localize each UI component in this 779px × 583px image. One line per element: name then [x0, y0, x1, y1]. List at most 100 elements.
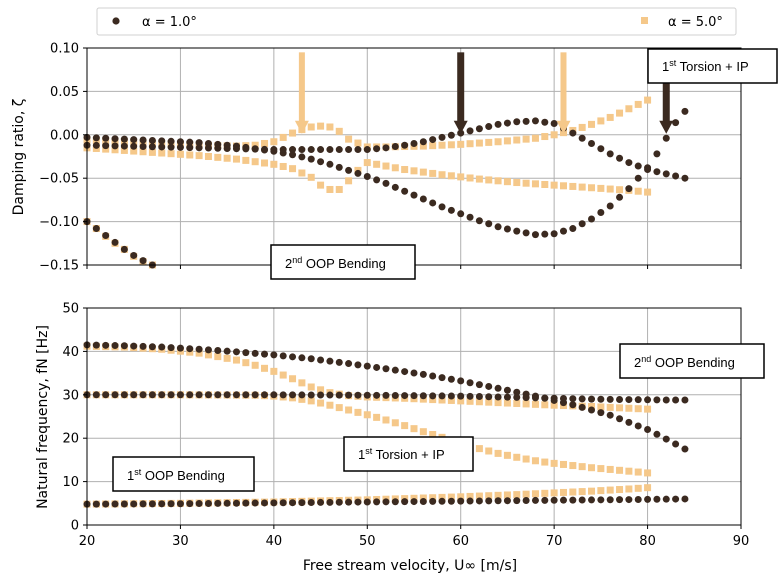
frequency-point-alpha-1 — [578, 395, 586, 403]
damping-point-alpha-1 — [167, 137, 175, 145]
damping-point-alpha-5 — [373, 160, 381, 168]
frequency-point-alpha-5 — [485, 492, 493, 500]
frequency-point-alpha-5 — [429, 431, 437, 439]
damping-point-alpha-1 — [438, 133, 446, 141]
damping-point-alpha-1 — [644, 166, 652, 174]
frequency-point-alpha-1 — [176, 344, 184, 352]
damping-point-alpha-5 — [569, 182, 577, 190]
damping-point-alpha-1 — [485, 220, 493, 228]
annotation-bottom-first-oop-rest: OOP Bending — [141, 468, 225, 483]
frequency-point-alpha-1 — [120, 342, 128, 350]
damping-point-alpha-1 — [382, 179, 390, 187]
damping-point-alpha-1 — [242, 145, 250, 153]
annotation-bottom-second-oop-text: 2nd OOP Bending — [634, 354, 735, 370]
damping-point-alpha-1 — [513, 118, 521, 126]
frequency-point-alpha-5 — [578, 463, 586, 471]
damping-point-alpha-1 — [354, 169, 362, 177]
damping-point-alpha-1 — [578, 220, 586, 228]
damping-point-alpha-5 — [475, 175, 483, 183]
frequency-point-alpha-1 — [186, 500, 194, 508]
frequency-point-alpha-1 — [92, 500, 100, 508]
frequency-point-alpha-1 — [503, 497, 511, 505]
damping-point-alpha-5 — [354, 139, 362, 147]
frequency-point-alpha-1 — [485, 382, 493, 390]
frequency-xtick-label: 20 — [79, 534, 96, 549]
frequency-point-alpha-5 — [531, 490, 539, 498]
frequency-point-alpha-5 — [251, 361, 259, 369]
damping-point-alpha-5 — [616, 109, 624, 117]
damping-point-alpha-1 — [522, 117, 530, 125]
frequency-point-alpha-5 — [606, 403, 614, 411]
damping-point-alpha-5 — [531, 134, 539, 142]
damping-point-alpha-5 — [204, 153, 212, 160]
frequency-point-alpha-1 — [634, 396, 642, 404]
frequency-point-alpha-1 — [391, 498, 399, 506]
frequency-point-alpha-1 — [232, 499, 240, 507]
frequency-point-alpha-1 — [317, 356, 325, 364]
damping-point-alpha-5 — [550, 181, 558, 189]
frequency-point-alpha-1 — [653, 430, 661, 438]
damping-point-alpha-1 — [92, 134, 100, 142]
damping-point-alpha-1 — [195, 144, 203, 152]
annotation-bottom-first-oop: 1st OOP Bending — [112, 456, 255, 492]
frequency-point-alpha-5 — [513, 399, 521, 407]
damping-point-alpha-5 — [335, 127, 343, 135]
frequency-point-alpha-1 — [401, 392, 409, 400]
frequency-point-alpha-1 — [410, 392, 418, 400]
damping-point-alpha-1 — [681, 107, 689, 115]
frequency-point-alpha-1 — [634, 495, 642, 503]
damping-point-alpha-5 — [214, 153, 222, 161]
frequency-point-alpha-5 — [457, 493, 465, 501]
frequency-point-alpha-5 — [429, 494, 437, 502]
frequency-point-alpha-5 — [475, 445, 483, 453]
damping-point-alpha-1 — [289, 151, 297, 159]
frequency-point-alpha-5 — [475, 398, 483, 406]
frequency-point-alpha-1 — [672, 495, 680, 503]
damping-point-alpha-5 — [335, 185, 343, 193]
damping-point-alpha-1 — [391, 183, 399, 191]
frequency-point-alpha-5 — [242, 359, 250, 367]
frequency-point-alpha-1 — [541, 394, 549, 402]
frequency-point-alpha-1 — [438, 497, 446, 505]
frequency-point-alpha-1 — [616, 395, 624, 403]
legend-marker-alpha-1 — [112, 17, 120, 25]
frequency-xticks: 20 30 40 50 60 70 80 90 — [79, 525, 749, 549]
frequency-point-alpha-5 — [345, 406, 353, 414]
frequency-point-alpha-1 — [475, 381, 483, 389]
damping-point-alpha-1 — [148, 143, 156, 151]
frequency-point-alpha-1 — [261, 499, 269, 507]
legend-label-alpha-5: α = 5.0° — [668, 15, 723, 30]
frequency-point-alpha-5 — [503, 491, 511, 499]
frequency-point-alpha-1 — [513, 388, 521, 396]
damping-point-alpha-5 — [644, 96, 652, 104]
damping-point-alpha-5 — [550, 131, 558, 139]
frequency-point-alpha-1 — [419, 497, 427, 505]
frequency-point-alpha-1 — [541, 496, 549, 504]
frequency-point-alpha-5 — [261, 364, 269, 372]
damping-point-alpha-1 — [111, 238, 119, 246]
frequency-point-alpha-1 — [345, 498, 353, 506]
frequency-point-alpha-5 — [597, 465, 605, 473]
damping-point-alpha-5 — [345, 177, 353, 185]
frequency-point-alpha-1 — [363, 362, 371, 370]
frequency-point-alpha-1 — [223, 499, 231, 507]
frequency-point-alpha-5 — [559, 460, 567, 468]
damping-point-alpha-5 — [195, 152, 203, 160]
damping-point-alpha-1 — [513, 227, 521, 235]
damping-point-alpha-5 — [513, 136, 521, 144]
frequency-point-alpha-1 — [569, 401, 577, 409]
frequency-point-alpha-1 — [662, 435, 670, 443]
frequency-point-alpha-1 — [335, 498, 343, 506]
frequency-point-alpha-1 — [457, 377, 465, 385]
frequency-point-alpha-1 — [606, 411, 614, 419]
frequency-point-alpha-1 — [111, 342, 119, 350]
damping-point-alpha-5 — [522, 179, 530, 187]
frequency-point-alpha-5 — [522, 455, 530, 463]
annotation-top-first-torsion: 1st Torsion + IP — [647, 48, 778, 84]
damping-point-alpha-1 — [158, 143, 166, 151]
frequency-yticks: 0 10 20 30 40 50 — [62, 302, 87, 534]
frequency-point-alpha-1 — [616, 496, 624, 504]
frequency-point-alpha-1 — [298, 499, 306, 507]
frequency-point-alpha-1 — [345, 360, 353, 368]
frequency-point-alpha-1 — [354, 361, 362, 369]
